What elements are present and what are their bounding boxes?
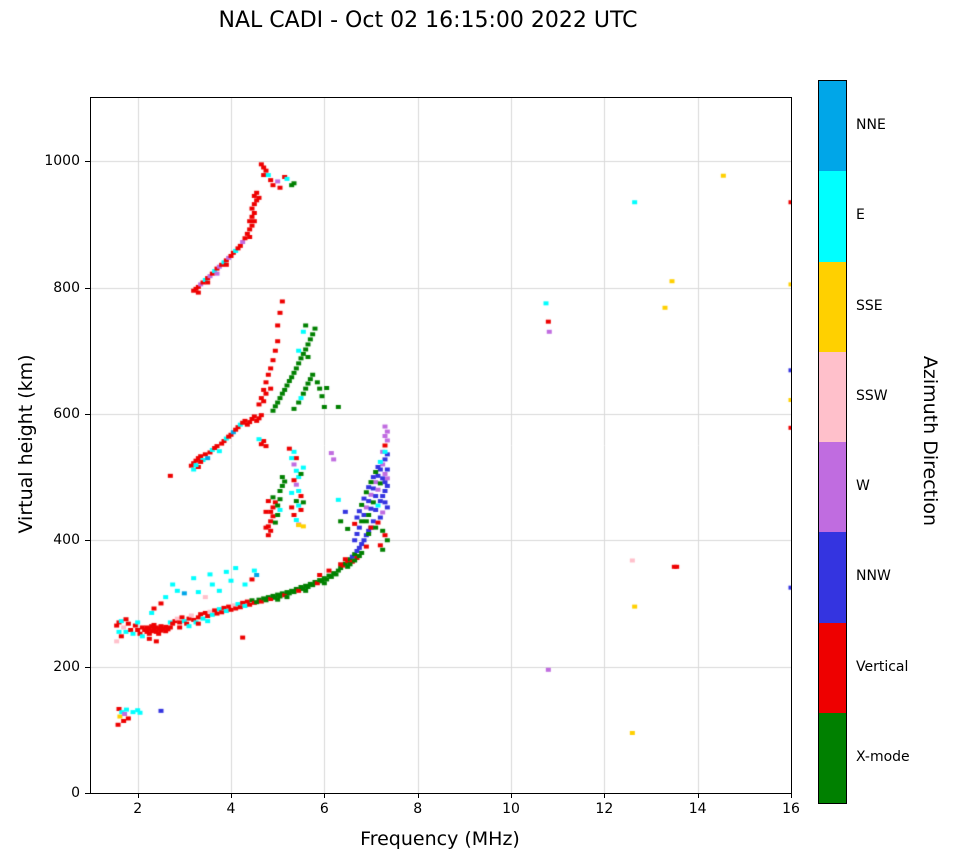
x-axis-label: Frequency (MHz) [360, 828, 520, 850]
colorbar-label-vertical: Vertical [856, 658, 909, 675]
x-tick-mark [511, 793, 512, 798]
colorbar-label-w: W [856, 478, 870, 495]
colorbar-segment-x-mode [819, 712, 846, 803]
colorbar-label-e: E [856, 207, 865, 224]
y-axis-label: Virtual height (km) [15, 354, 37, 534]
x-tick-label: 6 [319, 801, 329, 817]
y-tick-mark [85, 793, 90, 794]
y-tick-mark [85, 161, 90, 163]
y-tick-label: 800 [53, 279, 80, 296]
y-tick-label: 1000 [44, 153, 80, 170]
x-tick-mark [137, 793, 139, 798]
y-tick-mark [85, 540, 90, 542]
colorbar-label-ssw: SSW [856, 387, 888, 404]
y-tick-label: 600 [53, 405, 80, 422]
plot-area [90, 97, 792, 794]
x-tick-label: 8 [413, 801, 423, 817]
x-tick-label: 10 [502, 801, 520, 817]
x-tick-label: 2 [133, 801, 143, 817]
colorbar-segment-sse [819, 261, 846, 352]
x-tick-label: 12 [595, 801, 614, 817]
x-tick-mark [417, 793, 419, 798]
x-tick-mark [324, 793, 326, 798]
colorbar-segment-nnw [819, 532, 846, 623]
colorbar-segment-vertical [819, 622, 846, 713]
y-tick-label: 400 [53, 532, 80, 549]
colorbar [818, 80, 847, 804]
x-tick-mark [791, 793, 792, 798]
x-tick-label: 14 [688, 801, 707, 817]
y-tick-mark [85, 413, 90, 415]
scatter-canvas [91, 98, 791, 793]
y-tick-label: 0 [71, 785, 80, 801]
chart-title: NAL CADI - Oct 02 16:15:00 2022 UTC [218, 8, 638, 33]
colorbar-segment-w [819, 442, 846, 533]
x-tick-label: 4 [226, 801, 236, 817]
colorbar-label-sse: SSE [856, 297, 883, 314]
colorbar-segment-e [819, 171, 846, 262]
colorbar-title: Azimuth Direction [919, 355, 941, 527]
y-tick-mark [85, 287, 90, 289]
colorbar-label-nnw: NNW [856, 568, 891, 585]
x-tick-label: 16 [782, 801, 800, 817]
x-tick-mark [604, 793, 606, 798]
x-tick-mark [231, 793, 232, 798]
y-tick-mark [85, 666, 90, 668]
x-tick-mark [697, 793, 699, 798]
y-tick-label: 200 [53, 658, 80, 675]
colorbar-segment-nne [819, 81, 846, 172]
colorbar-segment-ssw [819, 351, 846, 442]
colorbar-label-x-mode: X-mode [856, 748, 910, 765]
colorbar-label-nne: NNE [856, 117, 886, 134]
